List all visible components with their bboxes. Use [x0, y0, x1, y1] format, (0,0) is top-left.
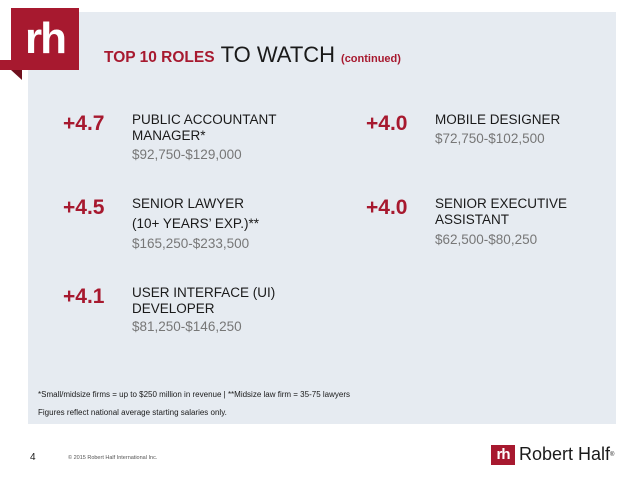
title-part-3: (continued) [341, 53, 401, 65]
content-panel [28, 12, 616, 424]
logo-fold [0, 60, 11, 70]
role-salary: $92,750-$129,000 [132, 147, 242, 162]
brand-name: Robert Half [519, 444, 611, 464]
role-change: +4.1 [63, 285, 105, 308]
robert-half-brand: rh Robert Half ® [491, 444, 614, 465]
registered-mark: ® [610, 451, 615, 458]
title-part-1: TOP 10 ROLES [104, 49, 215, 66]
role-salary: $72,750-$102,500 [435, 131, 545, 146]
footnote-salary-note: Figures reflect national average startin… [38, 408, 227, 417]
role-salary: $165,250-$233,500 [132, 236, 250, 251]
title-part-2: TO WATCH [220, 42, 336, 67]
role-title: PUBLIC ACCOUNTANT MANAGER* [132, 112, 277, 143]
role-title: MOBILE DESIGNER [435, 112, 561, 127]
logo-fold-shadow [11, 70, 22, 80]
logo-text: rh [25, 14, 67, 63]
role-change: +4.0 [366, 112, 408, 135]
page-number: 4 [30, 452, 36, 463]
role-title: SENIOR EXECUTIVE ASSISTANT [435, 196, 568, 227]
rh-logo: rh [0, 8, 79, 80]
role-title-line-1: SENIOR LAWYER [132, 196, 245, 211]
footnote-definitions: *Small/midsize firms = up to $250 millio… [38, 390, 350, 399]
role-title: USER INTERFACE (UI) DEVELOPER [132, 285, 276, 316]
role-change: +4.5 [63, 196, 105, 219]
brand-mark-icon: rh [491, 444, 515, 465]
role-title: SENIOR LAWYER (10+ YEARS’ EXP.)** [132, 196, 322, 232]
copyright-notice: © 2015 Robert Half International Inc. [68, 455, 158, 461]
role-change: +4.0 [366, 196, 408, 219]
role-salary: $62,500-$80,250 [435, 232, 538, 247]
page-title: TOP 10 ROLES TO WATCH (continued) [104, 42, 401, 68]
role-salary: $81,250-$146,250 [132, 319, 242, 334]
role-title-line-2: (10+ YEARS’ EXP.)** [132, 216, 259, 231]
role-change: +4.7 [63, 112, 105, 135]
